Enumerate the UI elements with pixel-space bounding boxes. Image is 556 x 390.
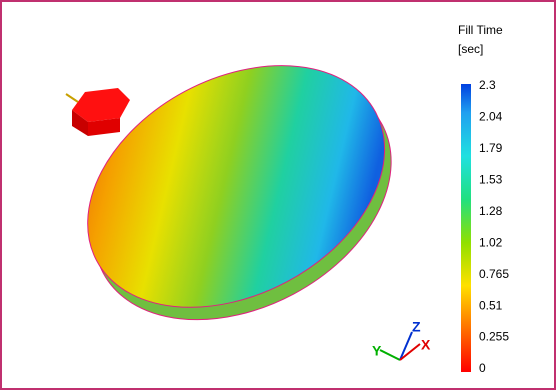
axis-y-label: Y <box>372 343 382 359</box>
legend-tick-label: 2.3 <box>479 78 496 92</box>
legend-tick-label: 1.79 <box>479 141 503 155</box>
legend-tick-label: 0.51 <box>479 298 503 312</box>
legend-title: Fill Time <box>458 23 503 37</box>
legend-tick-label: 1.02 <box>479 235 503 249</box>
legend-tick-label: 2.04 <box>479 110 503 124</box>
legend-tick-label: 1.53 <box>479 173 503 187</box>
legend-tick-label: 0.255 <box>479 330 509 344</box>
legend-unit: [sec] <box>458 42 483 56</box>
legend-tick-label: 0.765 <box>479 267 509 281</box>
legend-tick-label: 1.28 <box>479 204 503 218</box>
axis-x-label: X <box>421 337 431 353</box>
color-bar <box>461 84 471 372</box>
legend-tick-label: 0 <box>479 361 486 375</box>
viewport: Fill Time [sec] 2.3 2.04 1.79 1.53 1.28 1.02 0… <box>0 0 556 390</box>
axis-z-label: Z <box>412 319 421 335</box>
